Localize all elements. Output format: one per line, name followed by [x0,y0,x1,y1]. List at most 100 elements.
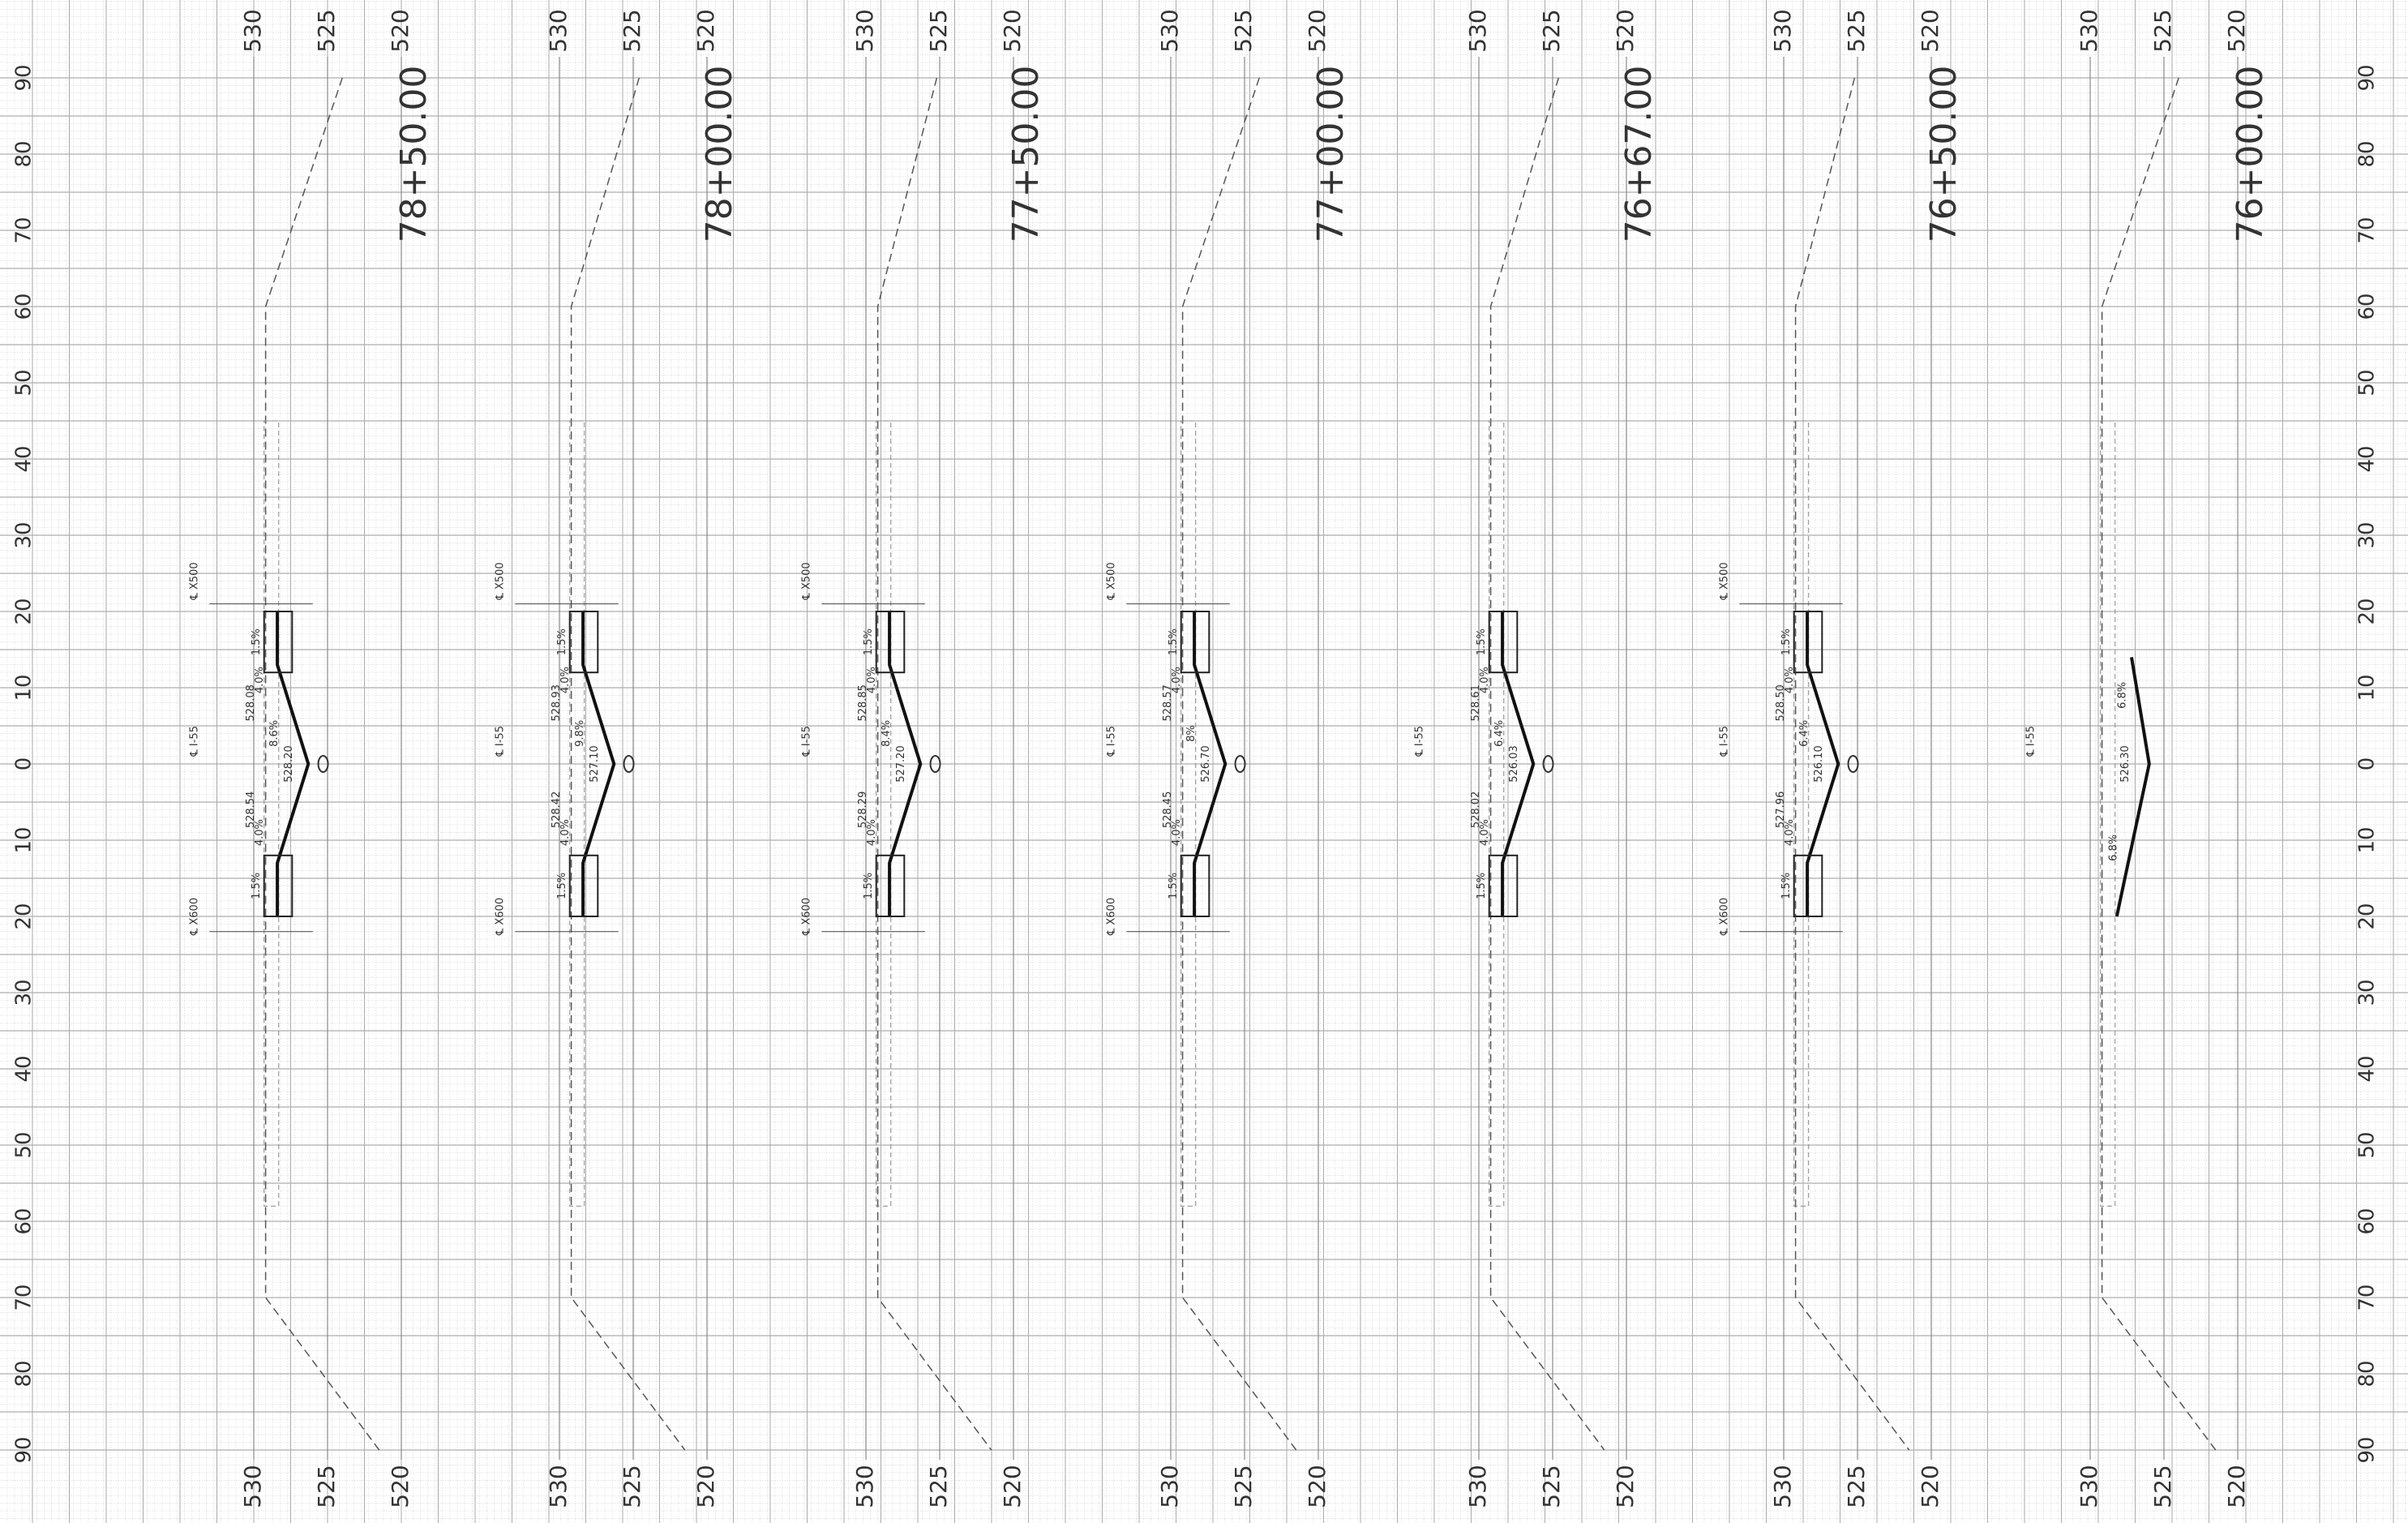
sections: 90 90 80 80 70 70 60 60 50 50 40 40 30 30 20 20 10 10 0 0 10… [12,9,2380,1508]
right-of-way [2100,420,2116,1207]
elevation-label: 530 [851,1465,878,1508]
note: 9.8% [574,720,586,747]
note: 528.45 [1162,792,1174,829]
note: 8.4% [881,720,893,747]
x500-label: ℄ X500 [1106,562,1118,600]
right-of-way [1489,420,1505,1207]
elevation-label: 525 [1230,1465,1257,1508]
elevation-label: 530 [2076,9,2102,52]
elevation-label: 520 [2223,1465,2250,1508]
elevation-label: 525 [2149,9,2176,52]
curb-box [568,611,599,674]
offset-label: 10 [2355,674,2380,701]
offset-label: 90 [2355,1436,2380,1463]
existing-ground [876,77,992,1451]
note: 528.57 [1162,684,1174,722]
elevation-label: 520 [692,1465,719,1508]
roadway [2114,657,2151,917]
roadway [1193,611,1228,916]
existing-ground [1489,77,1605,1451]
roadway [276,611,311,916]
center-mark [623,755,635,773]
right-of-way [569,420,585,1207]
offset-label: 0 [12,757,36,771]
note: 1.5% [863,873,875,899]
i55-label: ℄ I-55 [495,726,507,757]
note: 1.5% [1168,873,1180,899]
elevation-label: 520 [2223,9,2250,52]
offset-label: 90 [12,1436,36,1463]
elevation-label: 525 [1538,9,1565,52]
note: 4.0% [559,819,572,846]
elevation-label: 520 [692,9,719,52]
right-of-way [876,420,892,1207]
note: 6.8% [2117,682,2129,709]
offset-label: 10 [12,826,36,853]
i55-label: ℄ I-55 [1719,726,1731,757]
center-mark [317,755,329,773]
note: 528.08 [245,684,257,722]
curb-box [1793,611,1823,674]
center-elevation: 527.20 [895,745,907,783]
offset-label: 90 [12,64,36,91]
note: 4.0% [866,819,878,846]
station-label: 77+50.00 [1005,66,1047,243]
note: 528.42 [551,792,563,829]
x500-label: ℄ X500 [189,562,201,600]
elevation-label: 520 [999,1465,1026,1508]
note: 1.5% [556,873,568,899]
note: 528.93 [551,684,563,722]
elevation-label: 525 [1843,1465,1870,1508]
offset-label: 70 [2355,1284,2380,1311]
offset-label: 40 [12,445,36,472]
i55-label: ℄ I-55 [1414,726,1426,757]
offset-label: 20 [12,903,36,929]
note: 4.0% [1479,667,1491,693]
right-of-way [1180,420,1197,1207]
station-label: 78+50.00 [393,66,435,243]
x600-label: ℄ X600 [1106,898,1118,936]
curb-box [875,611,906,674]
right-of-way [264,420,280,1207]
offset-label: 60 [12,293,36,320]
roadway [581,611,616,916]
elevation-label: 530 [1464,1465,1491,1508]
note: 1.5% [1476,629,1488,655]
curb-box [1488,611,1519,674]
offset-label: 30 [2355,979,2380,1006]
curb-box [1180,611,1210,674]
note: 4.0% [1784,667,1796,693]
center-mark [929,755,941,773]
offset-label: 50 [2355,369,2380,396]
elevation-label: 530 [1156,9,1183,52]
elevation-label: 530 [1156,1465,1183,1508]
center-elevation: 527.10 [589,745,601,783]
offset-label: 30 [12,521,36,548]
note: 4.0% [1171,819,1183,846]
note: 527.96 [1775,792,1787,829]
elevation-label: 525 [1843,9,1870,52]
offset-label: 80 [12,1360,36,1387]
offset-label: 30 [2355,521,2380,548]
offset-label: 60 [2355,1208,2380,1234]
elevation-label: 525 [619,9,645,52]
station-label: 76+00.00 [2230,66,2271,243]
elevation-label: 520 [1612,1465,1639,1508]
existing-ground [264,77,380,1451]
offset-label: 10 [12,674,36,701]
offset-label: 50 [12,369,36,396]
note: 528.50 [1775,684,1787,722]
i55-label: ℄ I-55 [2025,726,2037,757]
elevation-label: 530 [545,9,572,52]
elevation-label: 530 [1769,1465,1796,1508]
center-elevation: 526.70 [1200,745,1212,783]
elevation-label: 525 [313,9,340,52]
offset-label: 80 [2355,140,2380,167]
x600-label: ℄ X600 [801,898,813,936]
offset-label: 50 [12,1131,36,1158]
note: 528.85 [857,684,869,722]
note: 1.5% [556,629,568,655]
existing-ground [1794,77,1910,1451]
note: 1.5% [1780,873,1793,899]
elevation-label: 520 [1917,9,1943,52]
